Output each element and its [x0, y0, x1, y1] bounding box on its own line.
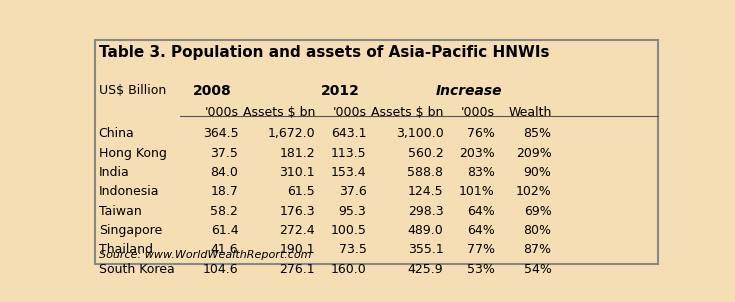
Text: Hong Kong: Hong Kong	[98, 147, 167, 160]
Text: '000s: '000s	[204, 106, 238, 119]
Text: 54%: 54%	[523, 262, 551, 275]
Text: 190.1: 190.1	[279, 243, 315, 256]
Text: 124.5: 124.5	[408, 185, 443, 198]
Text: 203%: 203%	[459, 147, 495, 160]
Text: 160.0: 160.0	[331, 262, 367, 275]
Text: Taiwan: Taiwan	[98, 204, 141, 218]
Text: South Korea: South Korea	[98, 262, 174, 275]
Text: '000s: '000s	[461, 106, 495, 119]
Text: 37.6: 37.6	[339, 185, 367, 198]
Text: 276.1: 276.1	[279, 262, 315, 275]
Text: 2008: 2008	[193, 84, 232, 98]
Text: 181.2: 181.2	[279, 147, 315, 160]
Text: Assets $ bn: Assets $ bn	[371, 106, 443, 119]
Text: 101%: 101%	[459, 185, 495, 198]
Text: 2012: 2012	[321, 84, 360, 98]
Text: 76%: 76%	[467, 127, 495, 140]
Text: 310.1: 310.1	[279, 166, 315, 179]
Text: China: China	[98, 127, 135, 140]
Text: 37.5: 37.5	[210, 147, 238, 160]
Text: Singapore: Singapore	[98, 224, 162, 237]
Text: 102%: 102%	[516, 185, 551, 198]
Text: 80%: 80%	[523, 224, 551, 237]
Text: 61.4: 61.4	[211, 224, 238, 237]
Text: 113.5: 113.5	[331, 147, 367, 160]
Text: Indonesia: Indonesia	[98, 185, 159, 198]
Text: 95.3: 95.3	[339, 204, 367, 218]
Text: 643.1: 643.1	[331, 127, 367, 140]
Text: 64%: 64%	[467, 224, 495, 237]
Text: 489.0: 489.0	[408, 224, 443, 237]
Text: Wealth: Wealth	[508, 106, 551, 119]
Text: 84.0: 84.0	[210, 166, 238, 179]
Text: India: India	[98, 166, 129, 179]
Text: 272.4: 272.4	[279, 224, 315, 237]
Text: '000s: '000s	[332, 106, 367, 119]
Text: 1,672.0: 1,672.0	[268, 127, 315, 140]
Text: 18.7: 18.7	[210, 185, 238, 198]
Text: 53%: 53%	[467, 262, 495, 275]
Text: 560.2: 560.2	[408, 147, 443, 160]
Text: Table 3. Population and assets of Asia-Pacific HNWIs: Table 3. Population and assets of Asia-P…	[98, 45, 549, 60]
FancyBboxPatch shape	[95, 40, 658, 264]
Text: 176.3: 176.3	[279, 204, 315, 218]
Text: 58.2: 58.2	[210, 204, 238, 218]
Text: US$ Billion: US$ Billion	[98, 84, 166, 97]
Text: 298.3: 298.3	[408, 204, 443, 218]
Text: Assets $ bn: Assets $ bn	[243, 106, 315, 119]
Text: 364.5: 364.5	[203, 127, 238, 140]
Text: 77%: 77%	[467, 243, 495, 256]
Text: 104.6: 104.6	[203, 262, 238, 275]
Text: Thailand: Thailand	[98, 243, 153, 256]
Text: 90%: 90%	[523, 166, 551, 179]
Text: 41.6: 41.6	[211, 243, 238, 256]
Text: Increase: Increase	[436, 84, 502, 98]
Text: 83%: 83%	[467, 166, 495, 179]
Text: 100.5: 100.5	[331, 224, 367, 237]
Text: 3,100.0: 3,100.0	[395, 127, 443, 140]
Text: 73.5: 73.5	[339, 243, 367, 256]
Text: 64%: 64%	[467, 204, 495, 218]
Text: Source: www.WorldWealthReport.com: Source: www.WorldWealthReport.com	[98, 250, 311, 260]
Text: 87%: 87%	[523, 243, 551, 256]
Text: 355.1: 355.1	[408, 243, 443, 256]
Text: 61.5: 61.5	[287, 185, 315, 198]
Text: 153.4: 153.4	[331, 166, 367, 179]
Text: 209%: 209%	[516, 147, 551, 160]
Text: 425.9: 425.9	[408, 262, 443, 275]
Text: 85%: 85%	[523, 127, 551, 140]
Text: 588.8: 588.8	[407, 166, 443, 179]
Text: 69%: 69%	[524, 204, 551, 218]
